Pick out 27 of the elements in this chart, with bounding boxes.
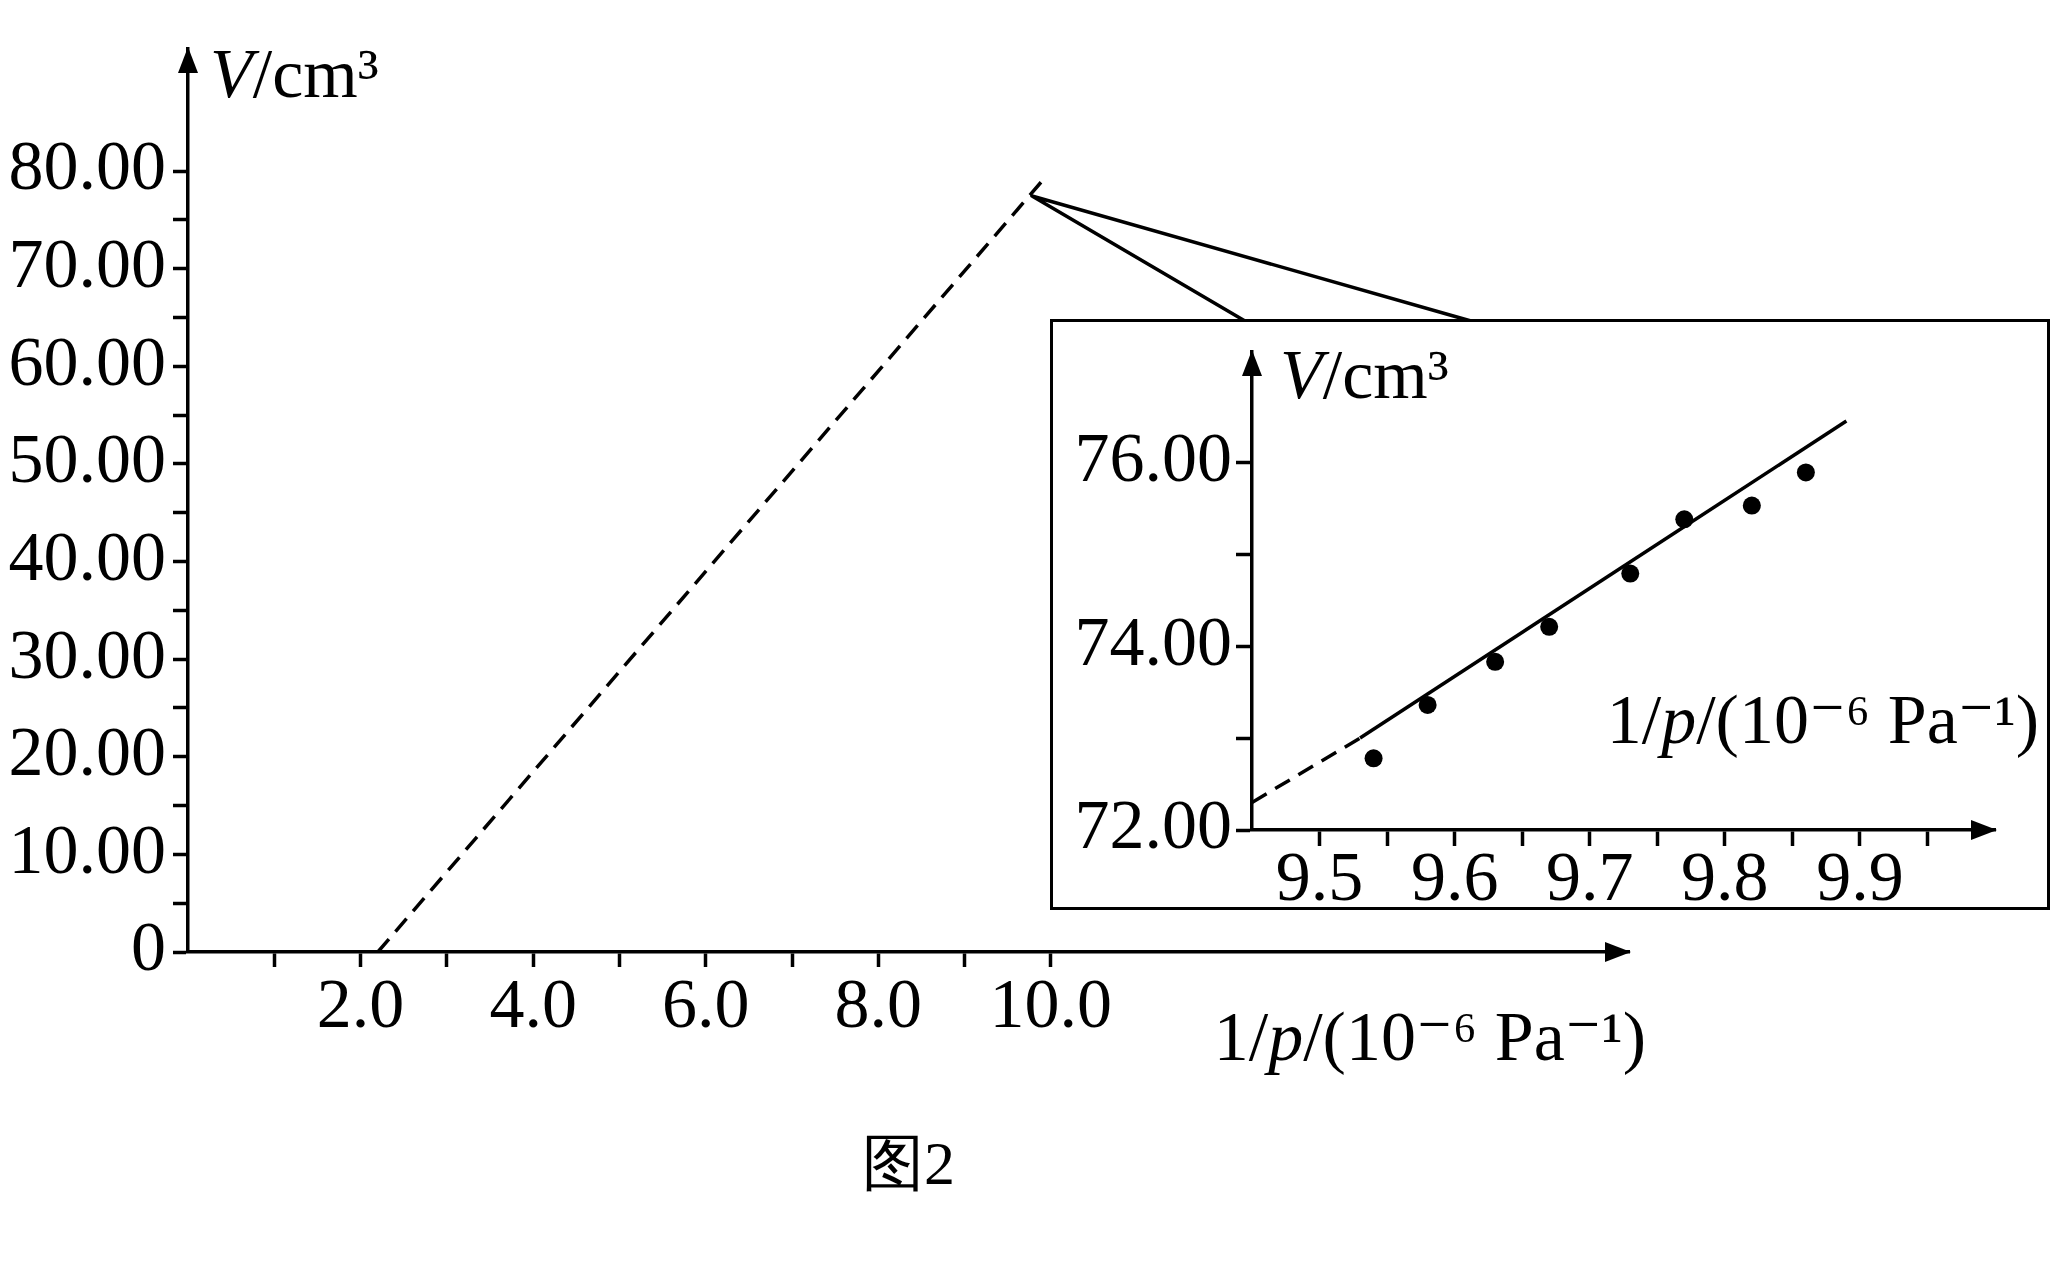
y-tick-label: 76.00 — [1074, 418, 1232, 496]
x-tick-label: 10.0 — [989, 965, 1113, 1043]
x-tick-label: 9.9 — [1816, 838, 1904, 916]
y-tick-label: 30.00 — [8, 615, 166, 693]
y-tick-label: 72.00 — [1074, 786, 1232, 864]
x-tick-label: 9.8 — [1681, 838, 1769, 916]
x-tick-label: 2.0 — [316, 965, 405, 1043]
y-tick-label: 70.00 — [8, 225, 166, 303]
x-tick-label: 9.5 — [1275, 838, 1364, 916]
caption: 图2 — [862, 1129, 955, 1197]
y-tick-label: 10.00 — [8, 810, 166, 888]
y-tick-label: 60.00 — [8, 322, 166, 400]
y-tick-label: 50.00 — [8, 420, 166, 498]
x-axis-title: 1/p/(10⁻⁶ Pa⁻¹) — [1213, 998, 1646, 1076]
x-tick-label: 9.7 — [1545, 838, 1634, 916]
y-tick-label: 74.00 — [1074, 602, 1232, 680]
x-tick-label: 4.0 — [489, 965, 577, 1043]
y-axis-title: V/cm³ — [210, 35, 379, 112]
y-tick-label: 80.00 — [8, 127, 166, 205]
y-tick-label: 40.00 — [8, 517, 166, 595]
x-axis-title: 1/p/(10⁻⁶ Pa⁻¹) — [1606, 681, 2039, 759]
x-tick-label: 9.6 — [1410, 838, 1499, 916]
x-tick-label: 6.0 — [661, 965, 750, 1043]
y-axis-title: V/cm³ — [1280, 336, 1449, 413]
x-tick-label: 8.0 — [834, 965, 923, 1043]
y-tick-label: 20.00 — [8, 713, 166, 791]
y-tick-label: 0 — [131, 908, 166, 986]
